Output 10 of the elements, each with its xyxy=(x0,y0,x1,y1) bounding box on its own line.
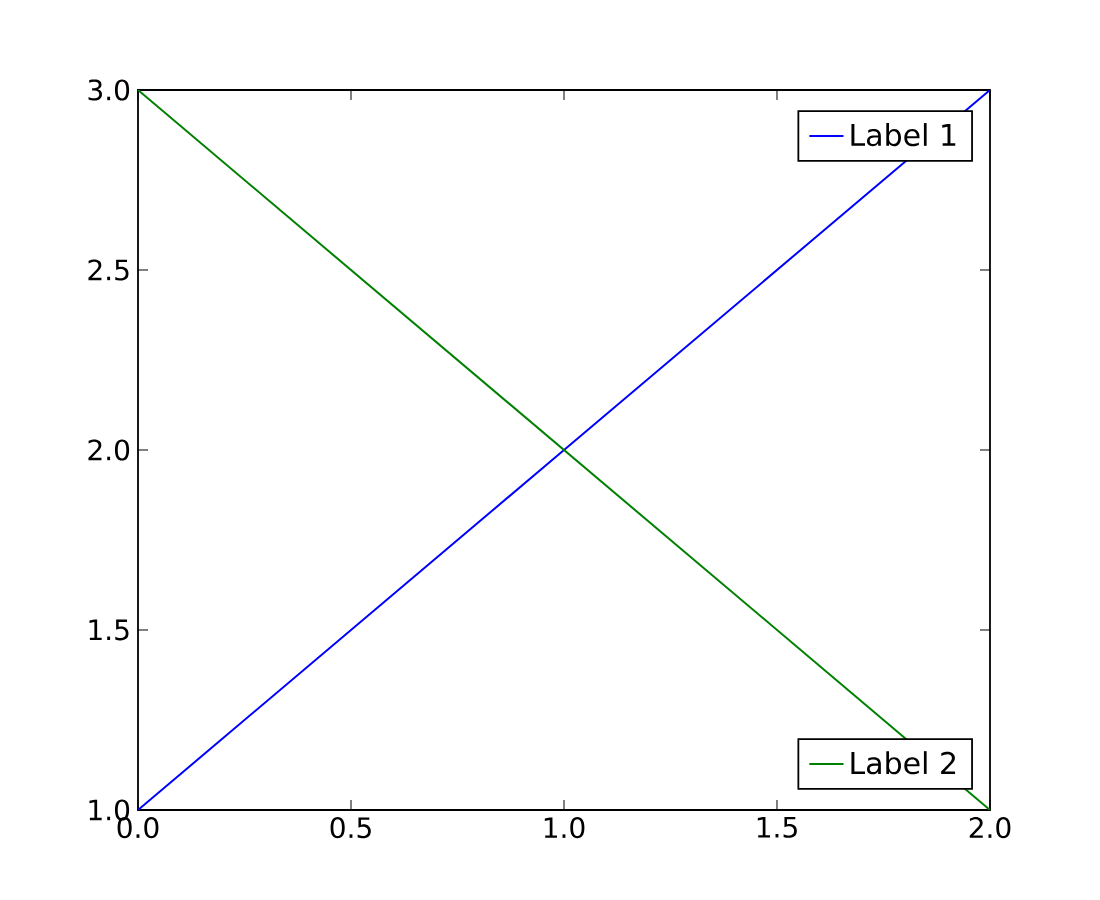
x-tick-label: 1.0 xyxy=(544,817,585,839)
y-tick-label: 2.5 xyxy=(88,259,129,281)
y-tick-label: 3.0 xyxy=(88,79,130,101)
y-tick-label: 2.0 xyxy=(88,439,130,461)
y-tick-label: 1.5 xyxy=(89,619,129,641)
x-tick-label: 2.0 xyxy=(969,817,1011,839)
legend-label: Label 2 xyxy=(851,751,956,775)
x-tick-label: 1.5 xyxy=(757,817,797,838)
legend-label: Label 1 xyxy=(851,123,956,147)
x-tick-label: 0.5 xyxy=(330,817,371,839)
